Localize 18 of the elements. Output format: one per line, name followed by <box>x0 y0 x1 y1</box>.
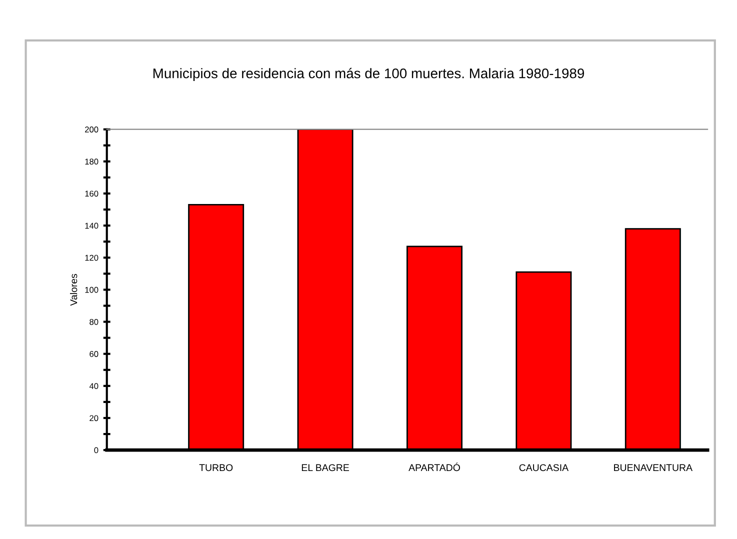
x-tick-label: APARTADÓ <box>408 462 460 472</box>
y-tick-label: 160 <box>85 190 98 197</box>
y-tick-label: 180 <box>85 158 98 165</box>
y-tick-label: 200 <box>85 126 98 132</box>
y-tick-label: 20 <box>90 415 98 422</box>
y-tick-label: 100 <box>85 286 98 293</box>
x-tick-label: BUENAVENTURA <box>614 464 693 472</box>
x-tick-label: EL BAGRE <box>302 464 349 472</box>
x-tick-label: CAUCASIA <box>519 464 569 472</box>
y-tick-label: 80 <box>90 318 98 325</box>
y-tick-label: 120 <box>85 254 98 261</box>
y-tick-label: 40 <box>89 383 98 390</box>
x-tick-label: TURBO <box>199 464 233 472</box>
chart-title: Municipios de residencia con más de 100 muertes. Malaria 1980-1989 <box>153 68 584 82</box>
y-tick-label: 140 <box>85 222 98 229</box>
y-tick-label: 60 <box>90 351 98 357</box>
y-axis-title: Valores <box>70 274 78 306</box>
y-tick-label: 0 <box>94 447 98 454</box>
